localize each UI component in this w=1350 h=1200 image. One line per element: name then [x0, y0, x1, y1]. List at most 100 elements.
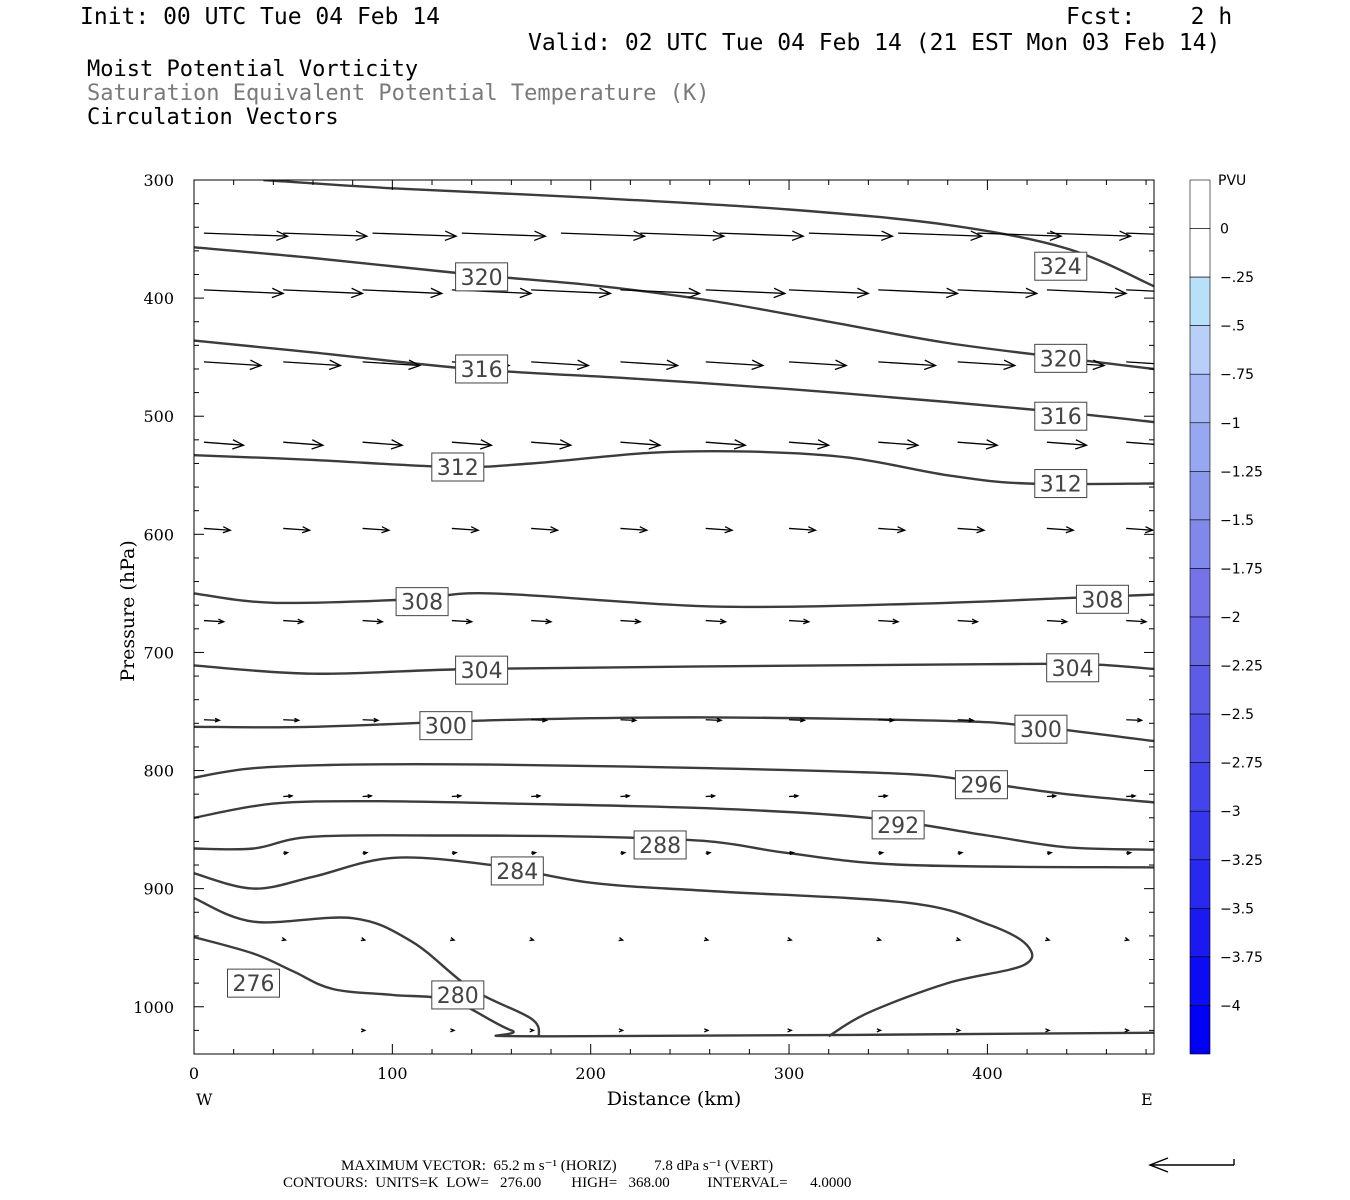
circulation-vector — [957, 287, 1039, 299]
colorbar-label: −1 — [1220, 416, 1241, 432]
x-tick-label: 0 — [189, 1064, 199, 1083]
y-tick-label: 500 — [143, 407, 174, 426]
circulation-vector — [203, 287, 285, 299]
circulation-vector — [1126, 717, 1144, 723]
contour-label-284: 284 — [490, 856, 544, 886]
circulation-vector — [451, 526, 480, 534]
svg-text:312: 312 — [1040, 473, 1082, 498]
contour-line-288 — [194, 834, 1154, 869]
colorbar-swatch — [1189, 956, 1211, 1006]
circulation-vector — [878, 618, 900, 625]
circulation-vector — [719, 230, 805, 242]
circulation-vector — [640, 230, 726, 242]
colorbar-label: −2.5 — [1220, 707, 1254, 723]
circulation-vector — [787, 1028, 793, 1033]
contour-line-308 — [194, 592, 1154, 609]
circulation-vector — [788, 794, 800, 799]
circulation-vector — [1046, 526, 1075, 534]
circulation-vector — [957, 850, 964, 856]
circulation-vector — [450, 1028, 456, 1033]
circulation-vector — [531, 618, 553, 625]
contour-label-300: 300 — [1014, 714, 1068, 744]
y-tick-label: 800 — [143, 762, 174, 781]
vector-layer — [203, 230, 1154, 1033]
colorbar-label: −.25 — [1220, 270, 1254, 286]
svg-text:316: 316 — [461, 358, 503, 383]
circulation-vector — [1046, 618, 1069, 625]
circulation-vector — [283, 618, 305, 625]
contour-line-316 — [194, 339, 1154, 424]
colorbar-label: −.5 — [1220, 319, 1245, 335]
colorbar-label: −3.25 — [1220, 853, 1263, 869]
colorbar-swatch — [1189, 179, 1211, 229]
contour-info: CONTOURS: UNITS=K LOW= 276.00 HIGH= 368.… — [283, 1175, 852, 1191]
circulation-vector — [878, 359, 938, 371]
circulation-vector — [789, 359, 848, 371]
contour-label-304: 304 — [1046, 653, 1100, 683]
circulation-vector — [1046, 794, 1058, 799]
circulation-vector — [362, 526, 391, 534]
circulation-vector — [705, 850, 712, 856]
circulation-vector — [560, 230, 647, 242]
circulation-vector — [705, 618, 728, 625]
circulation-vector — [620, 439, 662, 450]
contour-line-312 — [194, 449, 1154, 486]
svg-text:324: 324 — [1040, 255, 1082, 280]
circulation-vector — [281, 937, 288, 942]
circulation-vector — [1045, 937, 1051, 942]
field-title-theta-es: Saturation Equivalent Potential Temperat… — [87, 81, 710, 106]
contour-label-312: 312 — [431, 452, 485, 482]
circulation-vector — [705, 359, 765, 371]
circulation-vector — [283, 850, 290, 856]
circulation-vector — [360, 1028, 367, 1033]
circulation-vector — [283, 287, 365, 299]
circulation-vector — [1046, 439, 1089, 450]
contour-label-308: 308 — [1075, 584, 1129, 614]
circulation-vector — [283, 526, 312, 534]
x-tick-label: 100 — [377, 1064, 408, 1083]
max-vector-note: MAXIMUM VECTOR: 65.2 m s⁻¹ (HORIZ) 7.8 d… — [341, 1158, 774, 1174]
colorbar-label: −3 — [1220, 804, 1241, 820]
contour-label-300: 300 — [419, 711, 473, 741]
contour-label-288: 288 — [633, 830, 687, 860]
east-label: E — [1141, 1090, 1153, 1109]
circulation-vector — [1124, 937, 1131, 942]
circulation-vector — [898, 230, 984, 242]
circulation-vector — [451, 439, 494, 450]
colorbar-label: −2 — [1220, 610, 1241, 626]
contour-line-280 — [194, 896, 541, 1037]
circulation-vector — [461, 230, 548, 242]
circulation-vector — [878, 526, 907, 534]
contour-line-300 — [194, 716, 1154, 743]
valid-time: Valid: 02 UTC Tue 04 Feb 14 (21 EST Mon … — [528, 30, 1221, 56]
circulation-vector — [283, 717, 301, 723]
colorbar-label: −.75 — [1220, 367, 1254, 383]
contour-line-304 — [194, 662, 1154, 675]
y-tick-label: 300 — [143, 171, 174, 190]
circulation-vector — [362, 850, 369, 856]
contour-label-layer: 324 320 320 316 316 312 312 308 308 304 304 300 300 2… — [227, 251, 1129, 1010]
svg-text:304: 304 — [461, 659, 503, 684]
circulation-vector — [362, 618, 385, 625]
circulation-vector — [1046, 850, 1053, 856]
circulation-vector — [620, 618, 642, 625]
field-title-vectors: Circulation Vectors — [87, 105, 339, 130]
circulation-vector — [788, 526, 818, 534]
y-tick-label: 900 — [143, 880, 174, 899]
circulation-vector — [1046, 230, 1133, 242]
circulation-vector — [283, 439, 325, 450]
circulation-vector — [618, 1028, 625, 1033]
reference-vector-arrow — [1148, 1157, 1235, 1173]
circulation-vector — [1126, 794, 1137, 799]
contour-label-292: 292 — [871, 810, 925, 840]
colorbar-swatch — [1189, 325, 1211, 375]
contour-line-324 — [263, 180, 1154, 288]
svg-text:296: 296 — [960, 774, 1002, 799]
svg-text:292: 292 — [877, 814, 919, 839]
circulation-vector — [362, 439, 404, 450]
circulation-vector — [705, 287, 787, 299]
circulation-vector — [451, 618, 474, 625]
circulation-vector — [878, 794, 889, 799]
circulation-vector — [203, 526, 232, 534]
